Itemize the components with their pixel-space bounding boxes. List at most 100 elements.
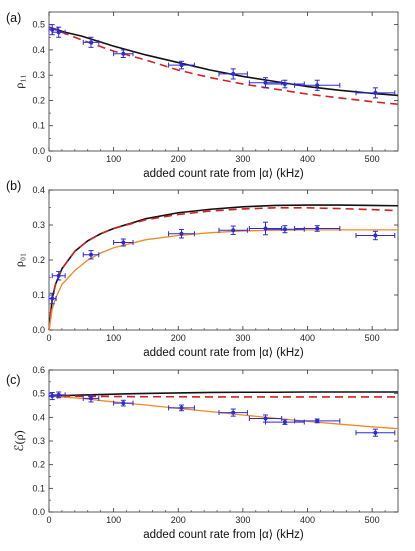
series-line-1 — [48, 204, 399, 331]
data-point — [113, 49, 134, 58]
x-axis-label: added count rate from |α⟩ (kHz) — [143, 167, 304, 180]
point-marker — [263, 416, 268, 421]
point-marker — [56, 30, 61, 35]
point-marker — [121, 401, 126, 406]
x-tick-label: 500 — [365, 154, 380, 164]
x-tick-label: 200 — [171, 154, 186, 164]
x-tick-label: 200 — [171, 515, 186, 525]
x-axis-label: added count rate from |α⟩ (kHz) — [143, 528, 304, 541]
point-marker — [373, 90, 378, 95]
data-point — [82, 250, 100, 260]
point-marker — [373, 430, 378, 435]
point-marker — [179, 405, 184, 410]
point-marker — [179, 63, 184, 68]
chart-panel-1: 0 100 200 300 400 500 0.0 0.1 0.2 0.3 0.4 0.5 added … — [6, 11, 399, 180]
data-point — [218, 68, 248, 80]
panel-label: (a) — [6, 11, 21, 25]
y-tick-label: 0.3 — [32, 70, 45, 80]
point-marker — [315, 83, 320, 88]
point-marker — [89, 252, 94, 257]
point-marker — [121, 240, 126, 245]
y-tick-label: 0.2 — [32, 460, 45, 470]
point-marker — [282, 82, 287, 87]
point-marker — [315, 418, 320, 423]
x-tick-label: 300 — [235, 154, 250, 164]
data-point — [51, 391, 66, 399]
x-tick-label: 300 — [235, 333, 250, 343]
series-line-3 — [48, 395, 399, 430]
plot-frame — [48, 189, 399, 331]
y-tick-label: 0.2 — [32, 95, 45, 105]
chart-panel-3: 0 100 200 300 400 500 0.0 0.1 0.2 0.3 0.4 0.5 0.6 add… — [6, 365, 399, 541]
x-tick-label: 200 — [171, 333, 186, 343]
panel-label: (b) — [6, 179, 21, 193]
x-tick-label: 0 — [46, 515, 51, 525]
data-point — [294, 225, 341, 232]
point-marker — [282, 227, 287, 232]
x-tick-label: 100 — [106, 333, 121, 343]
data-point — [113, 399, 134, 407]
y-axis-label: ρ₀₁ — [12, 253, 26, 267]
data-point — [355, 87, 396, 99]
y-tick-label: 0.1 — [32, 121, 45, 131]
x-tick-label: 0 — [46, 154, 51, 164]
point-marker — [282, 420, 287, 425]
y-tick-label: 0.0 — [32, 325, 45, 335]
data-point — [82, 394, 100, 403]
y-tick-label: 0.3 — [32, 436, 45, 446]
series-line-3 — [48, 229, 398, 331]
series-line-2 — [48, 207, 399, 331]
series-line-2 — [48, 395, 398, 398]
y-tick-label: 0.4 — [32, 412, 45, 422]
chart-panel-2: 0 100 200 300 400 500 0.0 0.1 0.2 0.3 0.4 added cou… — [6, 179, 399, 359]
panel-label: (c) — [6, 373, 21, 387]
data-point — [51, 271, 66, 281]
y-tick-label: 0.5 — [32, 20, 45, 30]
x-tick-label: 100 — [106, 515, 121, 525]
plot-frame — [48, 11, 399, 152]
point-marker — [121, 51, 126, 56]
y-tick-label: 0.0 — [32, 507, 45, 517]
data-point — [218, 225, 248, 235]
y-tick-label: 0.2 — [32, 255, 45, 265]
data-point — [168, 229, 195, 239]
series-line-2 — [48, 26, 399, 106]
data-point — [48, 24, 58, 36]
point-marker — [179, 231, 184, 236]
data-point — [168, 404, 195, 412]
point-marker — [231, 410, 236, 415]
point-marker — [373, 233, 378, 238]
y-tick-label: 0.4 — [32, 185, 45, 195]
data-point — [218, 408, 248, 417]
data-point — [82, 36, 100, 48]
y-tick-label: 0.1 — [32, 483, 45, 493]
data-point — [48, 292, 57, 305]
data-point — [294, 418, 341, 424]
series-line-1 — [48, 391, 398, 397]
x-tick-label: 500 — [365, 333, 380, 343]
series-line-1 — [48, 26, 399, 97]
x-tick-label: 300 — [235, 515, 250, 525]
point-marker — [231, 71, 236, 76]
y-tick-label: 0.0 — [32, 146, 45, 156]
y-tick-label: 0.1 — [32, 290, 45, 300]
data-point — [294, 79, 341, 91]
x-axis-label: added count rate from |α⟩ (kHz) — [143, 346, 304, 359]
y-axis-label: ρ₁₁ — [12, 74, 26, 88]
point-marker — [50, 27, 55, 32]
x-tick-label: 400 — [300, 333, 315, 343]
data-point — [265, 225, 305, 234]
point-marker — [56, 273, 61, 278]
y-axis-label: ℰ(ρ̂) — [12, 430, 26, 451]
y-tick-label: 0.3 — [32, 220, 45, 230]
x-tick-label: 400 — [300, 515, 315, 525]
x-tick-label: 500 — [365, 515, 380, 525]
point-marker — [89, 396, 94, 401]
x-tick-label: 100 — [106, 154, 121, 164]
point-marker — [89, 40, 94, 45]
y-tick-label: 0.6 — [32, 365, 45, 375]
x-tick-label: 400 — [300, 154, 315, 164]
data-point — [265, 419, 305, 425]
point-marker — [315, 226, 320, 231]
